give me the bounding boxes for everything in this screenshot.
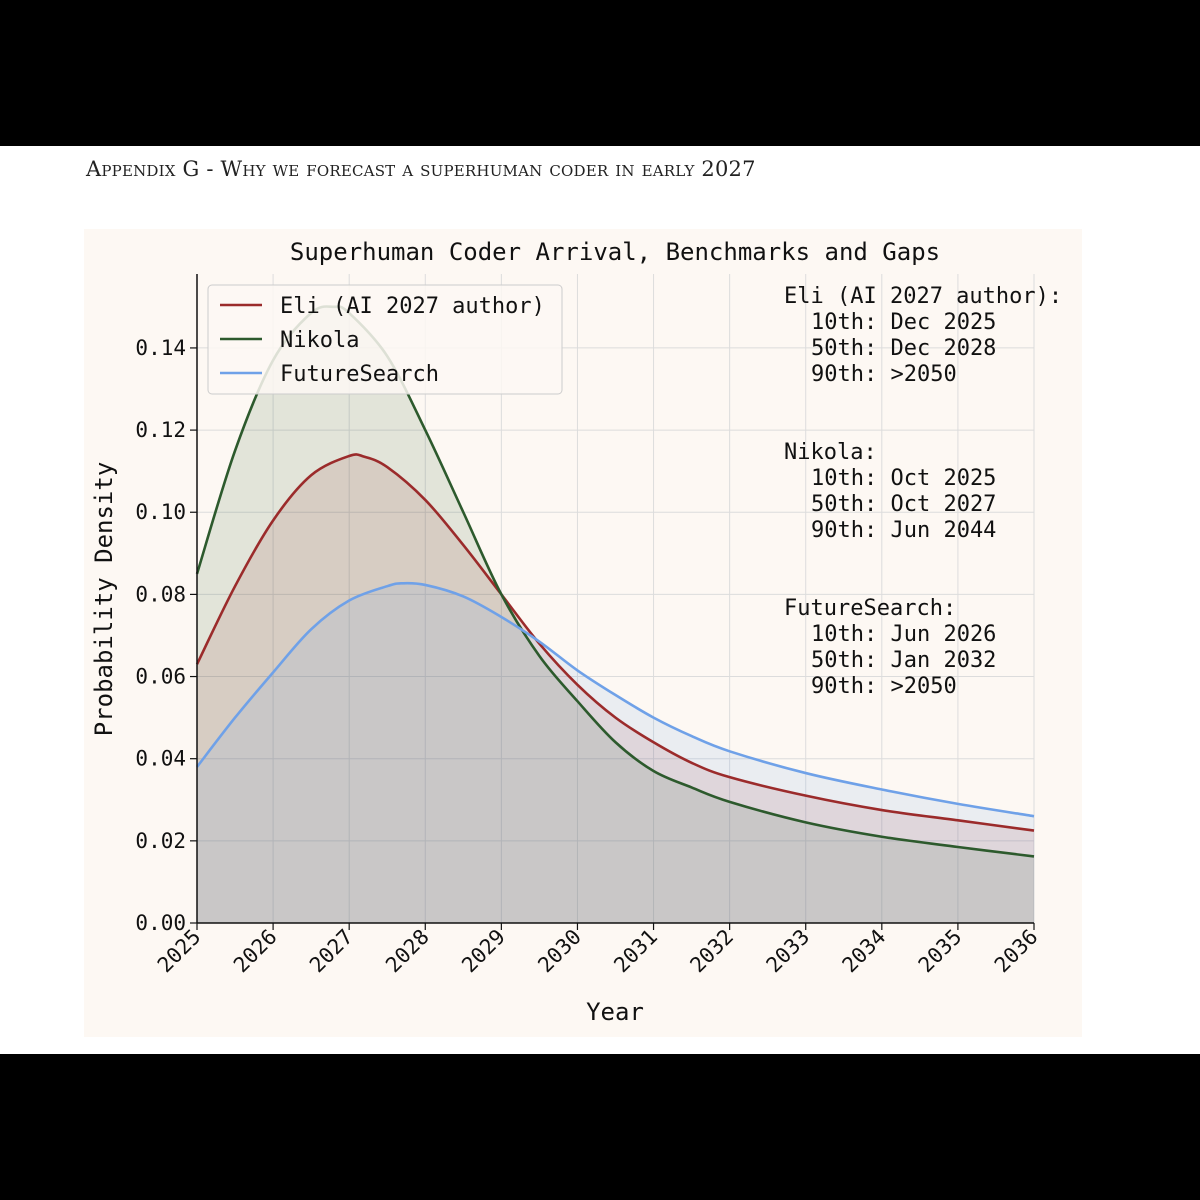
x-tick-label: 2029 bbox=[457, 925, 510, 978]
legend: Eli (AI 2027 author) Nikola FutureSearch bbox=[207, 284, 563, 395]
chart-title: Superhuman Coder Arrival, Benchmarks and… bbox=[290, 238, 940, 266]
y-tick-label: 0.00 bbox=[135, 911, 186, 935]
area-fill-1 bbox=[197, 306, 1034, 923]
density-chart: Superhuman Coder Arrival, Benchmarks and… bbox=[90, 238, 1043, 1026]
x-tick-label: 2035 bbox=[914, 925, 967, 978]
y-tick-label: 0.14 bbox=[135, 336, 186, 360]
y-tick-label: 0.10 bbox=[135, 500, 186, 524]
legend-box bbox=[207, 284, 563, 395]
legend-label: Eli (AI 2027 author) bbox=[280, 294, 545, 319]
x-tick-label: 2026 bbox=[229, 925, 282, 978]
legend-label: Nikola bbox=[280, 328, 359, 353]
x-tick-label: 2033 bbox=[762, 925, 815, 978]
x-tick-label: 2034 bbox=[838, 925, 891, 978]
y-tick-group: 0.00 0.02 0.04 0.06 0.08 0.10 0.12 0.14 bbox=[135, 336, 197, 935]
stat-line: 50th: Oct 2027 bbox=[811, 492, 997, 517]
stat-header: FutureSearch: bbox=[784, 596, 957, 621]
y-tick-label: 0.08 bbox=[135, 582, 186, 606]
x-tick-label: 2030 bbox=[533, 925, 586, 978]
series-line-0 bbox=[195, 453, 1035, 832]
area-fills bbox=[197, 306, 1034, 923]
area-fill-2 bbox=[197, 583, 1034, 923]
y-tick-label: 0.02 bbox=[135, 829, 186, 853]
stat-line: 50th: Jan 2032 bbox=[811, 648, 997, 673]
stat-block: Eli (AI 2027 author): 10th: Dec 2025 50th:… bbox=[784, 284, 1062, 388]
chart-panel: Superhuman Coder Arrival, Benchmarks and… bbox=[84, 229, 1082, 1037]
y-tick-label: 0.06 bbox=[135, 665, 186, 689]
stat-block: Nikola: 10th: Oct 2025 50th: Oct 2027 90th:… bbox=[784, 440, 1062, 544]
stat-block: FutureSearch: 10th: Jun 2026 50th: Jan 203… bbox=[784, 596, 1062, 700]
x-tick-label: 2031 bbox=[609, 925, 662, 978]
stat-header: Nikola: bbox=[784, 440, 877, 465]
stat-line: 90th: Jun 2044 bbox=[811, 518, 997, 543]
document-page: Appendix G - Why we forecast a superhuma… bbox=[0, 146, 1200, 1054]
appendix-header: Appendix G - Why we forecast a superhuma… bbox=[86, 157, 756, 181]
x-tick-label: 2028 bbox=[381, 925, 434, 978]
stat-line: 50th: Dec 2028 bbox=[811, 336, 997, 361]
stat-line: 10th: Jun 2026 bbox=[811, 622, 997, 647]
x-tick-label: 2032 bbox=[685, 925, 738, 978]
stat-line: 90th: >2050 bbox=[811, 362, 957, 387]
x-axis-label: Year bbox=[586, 998, 644, 1026]
y-tick-label: 0.04 bbox=[135, 747, 186, 771]
legend-label: FutureSearch bbox=[280, 362, 439, 387]
stat-line: 10th: Oct 2025 bbox=[811, 466, 997, 491]
area-fill-0 bbox=[197, 454, 1034, 923]
x-tick-label: 2027 bbox=[305, 925, 358, 978]
percentile-stats: Eli (AI 2027 author): 10th: Dec 2025 50th:… bbox=[784, 284, 1062, 752]
y-tick-label: 0.12 bbox=[135, 418, 186, 442]
stat-header: Eli (AI 2027 author): bbox=[784, 284, 1063, 309]
x-tick-label: 2036 bbox=[990, 925, 1043, 978]
stat-line: 10th: Dec 2025 bbox=[811, 310, 997, 335]
stat-line: 90th: >2050 bbox=[811, 674, 957, 699]
y-axis-label: Probability Density bbox=[90, 462, 118, 737]
series-line-2 bbox=[195, 581, 1035, 818]
x-tick-group: 2025 2026 2027 2028 2029 2030 2031 2032 2033 2034… bbox=[153, 923, 1043, 977]
